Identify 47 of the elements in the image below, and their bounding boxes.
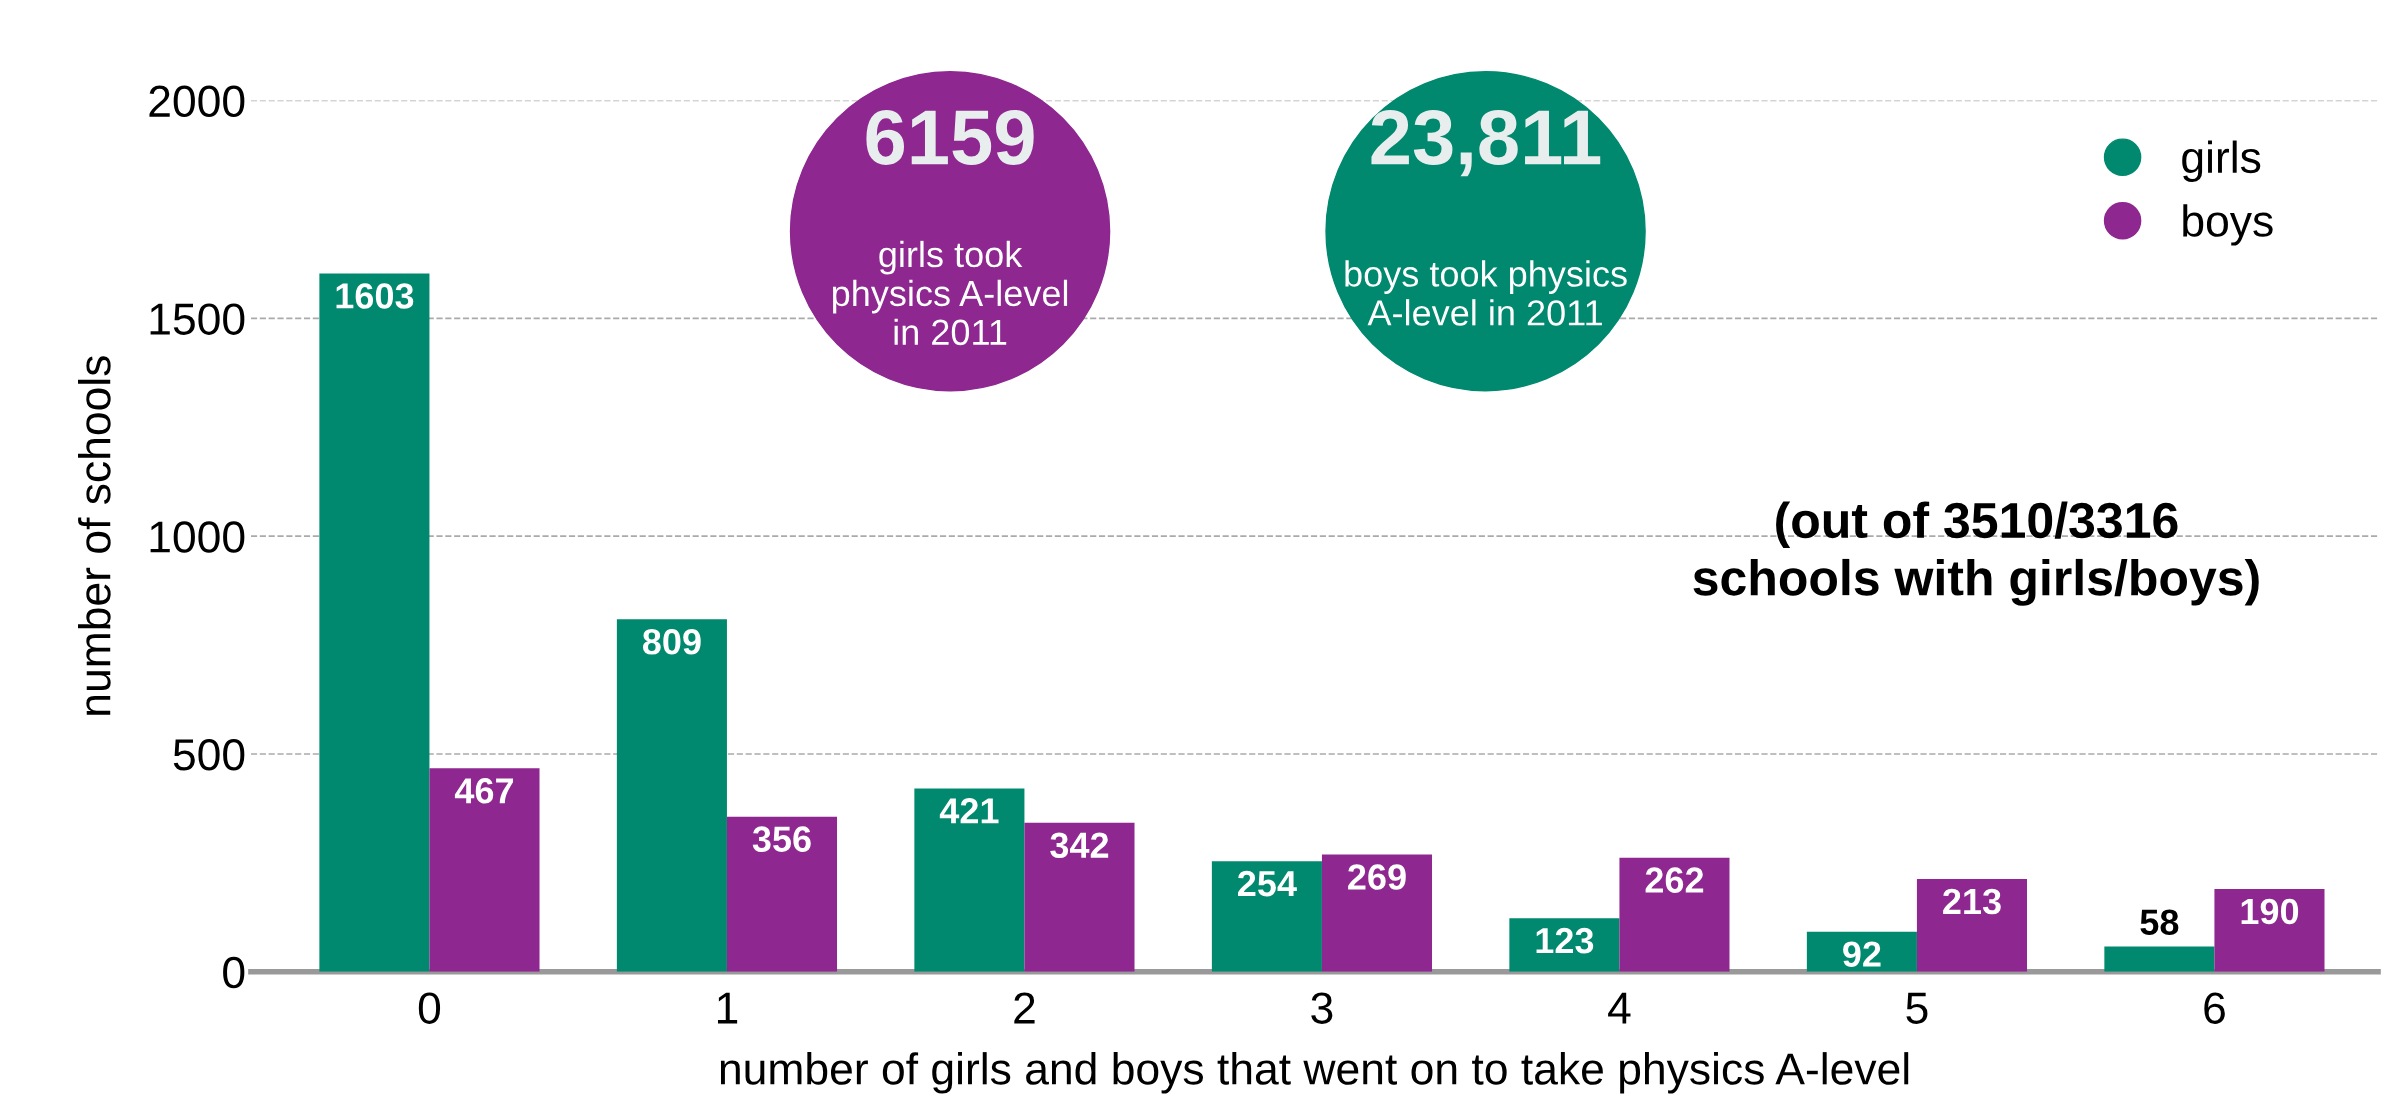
data-label: 190 — [2241, 898, 2299, 925]
bar — [319, 273, 430, 972]
bar — [914, 788, 1025, 972]
data-label: 254 — [1238, 870, 1297, 897]
bar — [1619, 857, 1730, 972]
annotation: boys took physics A-level in 2011 — [1345, 260, 1627, 326]
x-tick-label: 3 — [1311, 992, 1333, 1024]
data-label: 262 — [1645, 867, 1704, 893]
y-tick-label: 2000 — [149, 85, 245, 118]
annotation: 6159 — [866, 109, 1034, 165]
y-axis-title: number of schools — [78, 356, 111, 715]
bar — [2214, 889, 2325, 972]
x-tick-label: 1 — [717, 992, 738, 1024]
bar — [1321, 854, 1433, 972]
data-label: 467 — [454, 778, 514, 804]
data-label: 213 — [1943, 888, 2001, 915]
legend-label: girls — [2182, 140, 2261, 182]
bar — [1024, 822, 1135, 972]
x-axis-title: number of girls and boys that went on to take physics A-level — [720, 1052, 1909, 1094]
data-label: 809 — [642, 629, 701, 655]
data-label: 1603 — [336, 283, 414, 309]
annotation: girls took physics A-level in 2011 — [832, 240, 1068, 346]
data-label: 92 — [1843, 941, 1881, 967]
x-tick-label: 5 — [1906, 992, 1928, 1024]
x-tick-label: 2 — [1014, 992, 1035, 1024]
bar — [2104, 946, 2215, 972]
x-tick-label: 6 — [2204, 992, 2225, 1024]
data-label: 269 — [1348, 864, 1406, 890]
bar — [429, 768, 540, 972]
legend-label: boys — [2183, 204, 2273, 246]
data-label: 356 — [752, 826, 811, 852]
annotation: (out of 3510/3316 schools with girls/boys) — [1693, 501, 2259, 606]
y-tick-label: 1000 — [150, 521, 245, 553]
bar — [1916, 879, 2027, 972]
data-label: 421 — [939, 798, 999, 824]
x-tick-label: 4 — [1608, 992, 1631, 1024]
y-tick-label: 500 — [173, 739, 245, 771]
bar — [616, 619, 727, 972]
annotation: 23,811 — [1371, 109, 1601, 177]
x-tick-label: 0 — [418, 992, 441, 1024]
y-tick-label: 1500 — [150, 303, 245, 335]
data-label: 123 — [1536, 927, 1594, 954]
data-label: 58 — [2140, 909, 2179, 936]
bar — [1211, 861, 1322, 972]
bar — [726, 816, 838, 972]
y-tick-label: 0 — [223, 956, 245, 989]
data-label: 342 — [1050, 832, 1109, 859]
